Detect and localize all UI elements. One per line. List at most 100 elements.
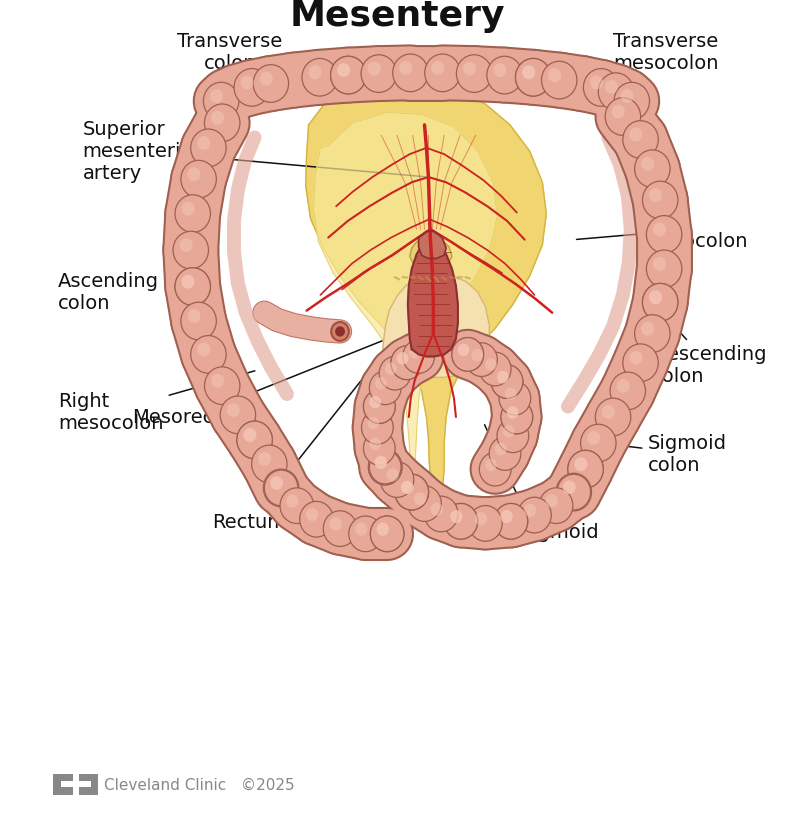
Circle shape — [518, 498, 551, 533]
Circle shape — [397, 353, 409, 365]
Text: Cleveland Clinic   ©2025: Cleveland Clinic ©2025 — [104, 777, 295, 792]
Circle shape — [452, 338, 483, 372]
Circle shape — [370, 372, 401, 405]
Circle shape — [463, 63, 476, 76]
Circle shape — [595, 398, 630, 436]
Circle shape — [182, 276, 194, 289]
Circle shape — [539, 489, 573, 524]
Circle shape — [542, 62, 577, 100]
Circle shape — [479, 353, 511, 387]
Polygon shape — [410, 236, 452, 272]
Circle shape — [362, 411, 394, 445]
Circle shape — [375, 378, 387, 390]
Circle shape — [497, 420, 529, 453]
Circle shape — [583, 70, 619, 107]
Text: Transverse
mesocolon: Transverse mesocolon — [518, 32, 718, 102]
Circle shape — [375, 457, 387, 469]
Circle shape — [330, 57, 366, 94]
Text: Mesorectum: Mesorectum — [132, 325, 424, 427]
Circle shape — [568, 450, 603, 489]
Circle shape — [494, 504, 528, 540]
Circle shape — [205, 105, 240, 142]
Circle shape — [300, 502, 334, 537]
Circle shape — [489, 437, 521, 471]
Circle shape — [450, 510, 462, 523]
Circle shape — [563, 481, 575, 494]
Circle shape — [211, 374, 224, 388]
Circle shape — [630, 351, 642, 365]
Circle shape — [355, 523, 367, 536]
Circle shape — [649, 291, 662, 305]
Circle shape — [377, 523, 389, 536]
Circle shape — [401, 481, 414, 494]
Circle shape — [181, 161, 216, 199]
Text: Rectum: Rectum — [213, 295, 430, 532]
Text: Sigmoid
colon: Sigmoid colon — [577, 434, 726, 474]
Circle shape — [368, 63, 381, 76]
Circle shape — [474, 513, 487, 526]
Circle shape — [370, 517, 404, 552]
Circle shape — [431, 62, 444, 75]
Circle shape — [370, 438, 381, 450]
Circle shape — [409, 346, 420, 359]
Circle shape — [330, 57, 366, 94]
Circle shape — [602, 406, 615, 420]
Circle shape — [503, 426, 514, 438]
Circle shape — [270, 477, 283, 490]
Circle shape — [380, 462, 414, 498]
Circle shape — [220, 397, 256, 434]
Circle shape — [391, 346, 422, 380]
Circle shape — [425, 55, 460, 93]
Circle shape — [500, 510, 513, 523]
Circle shape — [505, 388, 517, 401]
Circle shape — [385, 363, 397, 375]
Circle shape — [556, 474, 591, 512]
Circle shape — [617, 379, 630, 393]
Circle shape — [395, 474, 429, 510]
Text: Mesentery: Mesentery — [290, 0, 505, 33]
Circle shape — [610, 373, 646, 410]
Circle shape — [337, 64, 350, 78]
Circle shape — [286, 495, 298, 508]
Circle shape — [379, 357, 411, 391]
Circle shape — [494, 64, 506, 78]
Circle shape — [331, 323, 349, 341]
Circle shape — [203, 83, 239, 121]
Text: Superior
mesenteric
artery: Superior mesenteric artery — [82, 120, 426, 183]
Bar — [79, 787, 98, 795]
Circle shape — [653, 224, 666, 237]
Circle shape — [499, 382, 530, 416]
Circle shape — [263, 469, 299, 507]
Circle shape — [237, 421, 272, 460]
Circle shape — [280, 489, 314, 524]
Circle shape — [302, 60, 338, 97]
Circle shape — [243, 429, 257, 442]
Polygon shape — [418, 232, 446, 259]
Circle shape — [210, 90, 223, 104]
Circle shape — [386, 469, 398, 482]
Circle shape — [391, 346, 422, 380]
Circle shape — [264, 470, 298, 506]
Circle shape — [370, 397, 381, 409]
Polygon shape — [408, 240, 458, 357]
Circle shape — [175, 268, 210, 306]
Circle shape — [349, 517, 382, 552]
Circle shape — [487, 57, 522, 94]
Circle shape — [190, 336, 226, 373]
Circle shape — [614, 83, 650, 121]
Circle shape — [642, 284, 678, 322]
Circle shape — [653, 258, 666, 272]
Circle shape — [515, 60, 551, 97]
Circle shape — [623, 344, 658, 382]
Circle shape — [309, 66, 322, 80]
Circle shape — [402, 340, 434, 374]
Circle shape — [641, 157, 654, 171]
Bar — [54, 774, 61, 795]
Circle shape — [485, 359, 497, 371]
Circle shape — [323, 511, 357, 546]
Circle shape — [590, 76, 603, 90]
Circle shape — [205, 368, 240, 405]
Circle shape — [557, 474, 590, 510]
Circle shape — [495, 443, 506, 455]
Circle shape — [568, 450, 603, 489]
